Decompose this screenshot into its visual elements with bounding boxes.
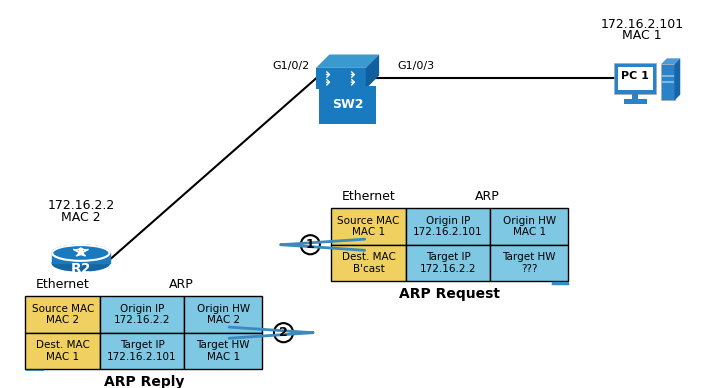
Bar: [632, 94, 638, 99]
Text: R2: R2: [71, 262, 91, 276]
Polygon shape: [661, 58, 680, 64]
Bar: [614, 63, 657, 94]
Text: Target IP
172.16.2.101: Target IP 172.16.2.101: [107, 340, 177, 362]
Text: Target IP
172.16.2.2: Target IP 172.16.2.2: [420, 252, 476, 274]
Circle shape: [301, 235, 320, 254]
Bar: [406, 245, 490, 281]
Text: ARP: ARP: [474, 190, 500, 203]
Text: Source MAC
MAC 2: Source MAC MAC 2: [32, 304, 94, 325]
Bar: [406, 208, 490, 245]
Bar: [25, 296, 100, 333]
Text: Dest. MAC
B'cast: Dest. MAC B'cast: [342, 252, 395, 274]
Text: MAC 2: MAC 2: [61, 211, 101, 224]
Text: Target HW
MAC 1: Target HW MAC 1: [197, 340, 250, 362]
Text: Origin IP
172.16.2.101: Origin IP 172.16.2.101: [413, 216, 483, 237]
Text: Source MAC
MAC 1: Source MAC MAC 1: [338, 216, 400, 237]
Text: Origin HW
MAC 1: Origin HW MAC 1: [503, 216, 556, 237]
Bar: [25, 333, 100, 369]
Text: Origin IP
172.16.2.2: Origin IP 172.16.2.2: [114, 304, 171, 325]
Text: Ethernet: Ethernet: [36, 278, 89, 291]
Text: G1/0/2: G1/0/2: [273, 61, 310, 71]
Text: 2: 2: [279, 326, 288, 339]
Polygon shape: [52, 253, 109, 263]
Text: ARP Request: ARP Request: [400, 287, 500, 301]
Polygon shape: [316, 68, 366, 89]
Text: 172.16.2.101: 172.16.2.101: [600, 17, 683, 31]
Text: Dest. MAC
MAC 1: Dest. MAC MAC 1: [36, 340, 89, 362]
Bar: [184, 333, 263, 369]
Ellipse shape: [52, 245, 109, 261]
Polygon shape: [366, 54, 379, 89]
Text: PC 1: PC 1: [621, 71, 649, 81]
Bar: [490, 208, 568, 245]
Polygon shape: [675, 58, 680, 100]
Ellipse shape: [52, 245, 109, 261]
Circle shape: [274, 323, 293, 342]
Bar: [331, 208, 406, 245]
Text: MAC 1: MAC 1: [622, 29, 662, 42]
Bar: [331, 245, 406, 281]
Bar: [661, 64, 675, 100]
Ellipse shape: [52, 255, 109, 271]
Bar: [100, 296, 184, 333]
Polygon shape: [316, 54, 379, 68]
Text: Ethernet: Ethernet: [342, 190, 395, 203]
Text: ARP Reply: ARP Reply: [104, 375, 184, 388]
Bar: [100, 333, 184, 369]
Bar: [618, 67, 652, 90]
Bar: [624, 99, 647, 104]
Bar: [490, 245, 568, 281]
Text: 172.16.2.2: 172.16.2.2: [48, 199, 114, 212]
Text: Target HW
???: Target HW ???: [503, 252, 556, 274]
Text: 1: 1: [306, 238, 315, 251]
Text: G1/0/3: G1/0/3: [397, 61, 434, 71]
Bar: [184, 296, 263, 333]
Text: SW2: SW2: [332, 99, 364, 111]
Text: ARP: ARP: [169, 278, 194, 291]
Text: Origin HW
MAC 2: Origin HW MAC 2: [197, 304, 250, 325]
